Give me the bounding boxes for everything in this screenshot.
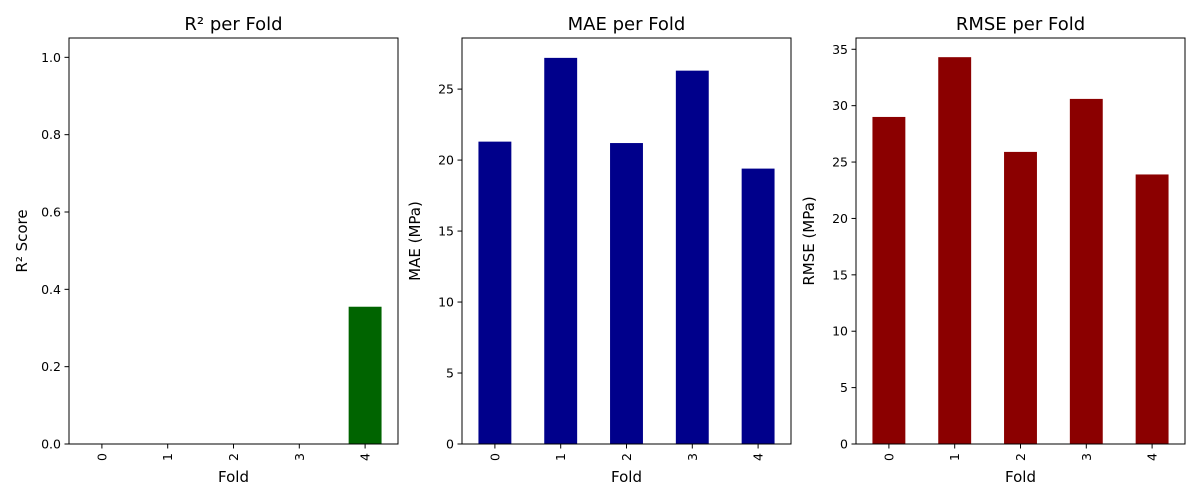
bar-fold-0 [478,141,512,444]
y-tick-label: 0.8 [41,127,61,142]
bar-fold-2 [1004,151,1037,444]
bar-fold-2 [610,143,643,444]
x-axis-label: Fold [1005,468,1036,486]
chart-panel-1: 0.0 0.2 0.4 0.6 0.8 1.0 0 1 2 3 4 R² per Fold Fold R²… [13,14,399,486]
y-tick-label: 0.0 [41,437,61,452]
y-tick-label: 10 [438,295,454,310]
y-axis-label: RMSE (MPa) [800,196,818,285]
bar-fold-4 [1135,174,1169,444]
y-axis-label: MAE (MPa) [406,201,424,281]
x-tick-label: 1 [160,453,175,461]
y-tick-label: 0.4 [41,282,61,297]
x-tick-label: 1 [947,453,962,461]
y-tick-label: 5 [840,380,848,395]
bar-fold-1 [544,57,578,445]
x-tick-label: 1 [553,453,568,461]
x-tick-label: 3 [292,453,307,461]
x-tick-label: 4 [751,453,766,461]
bar-fold-4 [348,306,382,444]
bar-fold-0 [872,116,906,444]
chart-title: MAE per Fold [568,14,686,35]
bar-fold-1 [938,57,972,445]
y-tick-label: 0.2 [41,359,61,374]
x-tick-label: 2 [226,453,241,461]
x-tick-label: 2 [1013,453,1028,461]
y-tick-label: 10 [832,324,848,339]
chart-panel-2: 0 5 10 15 20 25 0 1 2 3 4 MAE per Fold Fold MAE (MPa) [406,14,792,486]
chart-title: R² per Fold [184,14,282,35]
x-tick-label: 2 [619,453,634,461]
y-tick-label: 1.0 [41,50,61,65]
bar-fold-3 [1069,98,1103,445]
x-tick-label: 3 [1079,453,1094,461]
x-tick-label: 3 [685,453,700,461]
y-axis-label: R² Score [13,209,31,272]
y-tick-label: 15 [438,224,454,239]
y-tick-label: 30 [832,98,848,113]
bar-fold-4 [741,168,775,445]
x-tick-label: 0 [881,453,896,461]
y-tick-label: 0.6 [41,205,61,220]
y-tick-label: 25 [832,155,848,170]
y-tick-label: 15 [832,267,848,282]
x-tick-label: 4 [358,453,373,461]
y-tick-label: 5 [446,366,454,381]
x-axis-label: Fold [218,468,249,486]
x-tick-label: 0 [94,453,109,461]
x-tick-label: 4 [1145,453,1160,461]
y-tick-label: 0 [840,437,848,452]
y-tick-label: 25 [438,82,454,97]
x-tick-label: 0 [487,453,502,461]
chart-title: RMSE per Fold [956,14,1085,35]
y-tick-label: 35 [832,42,848,57]
y-tick-label: 20 [438,153,454,168]
chart-panel-3: 0 5 10 15 20 25 30 35 0 1 2 3 4 RMSE per Fold Fold RMSE… [800,14,1186,486]
y-tick-label: 0 [446,437,454,452]
y-tick-label: 20 [832,211,848,226]
x-axis-label: Fold [611,468,642,486]
bar-fold-3 [675,70,709,444]
